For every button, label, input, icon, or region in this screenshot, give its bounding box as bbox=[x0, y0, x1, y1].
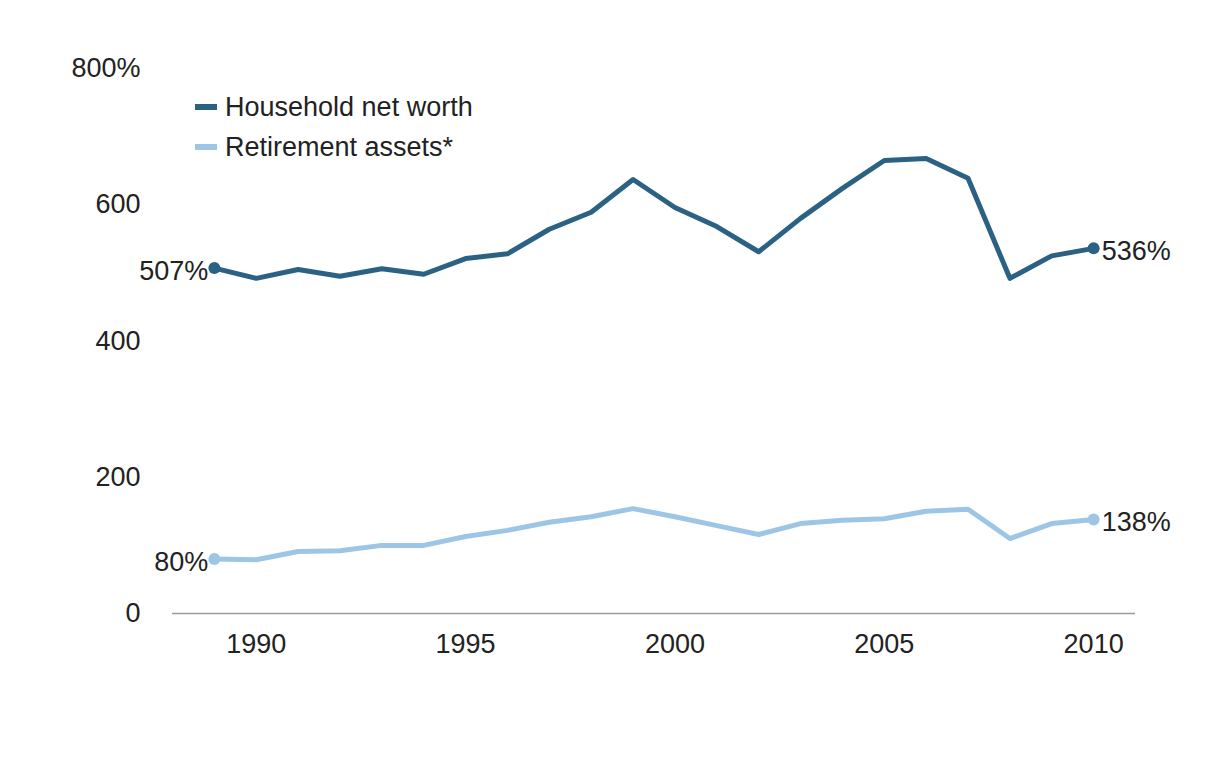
svg-text:600: 600 bbox=[95, 189, 140, 219]
svg-text:800%: 800% bbox=[71, 53, 140, 83]
svg-text:138%: 138% bbox=[1102, 507, 1171, 537]
svg-text:400: 400 bbox=[95, 326, 140, 356]
svg-text:1995: 1995 bbox=[436, 629, 496, 659]
svg-text:0: 0 bbox=[125, 598, 140, 628]
svg-text:1990: 1990 bbox=[226, 629, 286, 659]
svg-text:2010: 2010 bbox=[1064, 629, 1124, 659]
html-text:Household net worth: Household net worth bbox=[225, 92, 473, 122]
html-text:Retirement assets*: Retirement assets* bbox=[225, 132, 454, 162]
svg-text:536%: 536% bbox=[1102, 236, 1171, 266]
svg-text:200: 200 bbox=[95, 462, 140, 492]
svg-text:2005: 2005 bbox=[854, 629, 914, 659]
svg-text:2000: 2000 bbox=[645, 629, 705, 659]
svg-text:507%: 507% bbox=[139, 256, 208, 286]
svg-text:80%: 80% bbox=[154, 547, 208, 577]
